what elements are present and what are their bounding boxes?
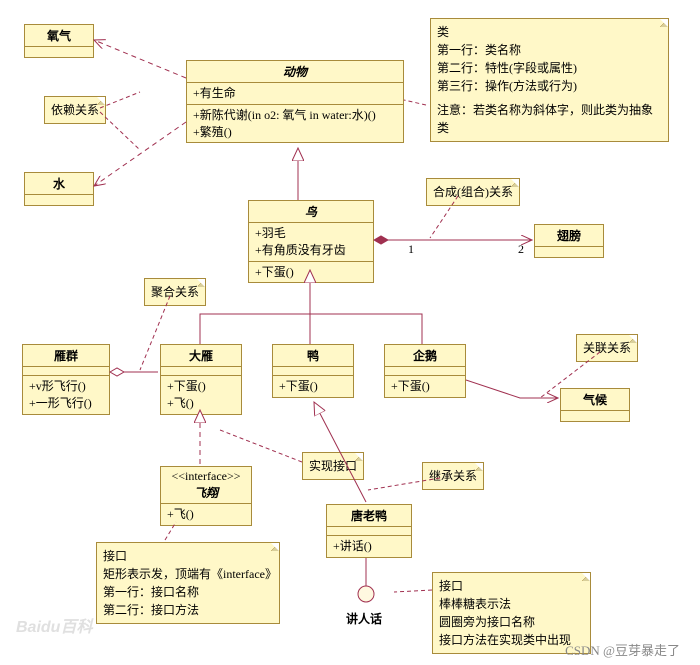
class-title: 雁群	[23, 345, 109, 367]
class-title: 水	[25, 173, 93, 195]
class-oxygen: 氧气	[24, 24, 94, 58]
class-op: +新陈代谢(in o2: 氧气 in water:水)()	[193, 107, 397, 124]
class-title: 大雁	[161, 345, 241, 367]
class-title: 鸟	[249, 201, 373, 223]
class-title: 鸭	[273, 345, 353, 367]
class-attr: +有生命	[187, 83, 403, 105]
note-class-legend: 类 第一行：类名称 第二行：特性(字段或属性) 第三行：操作(方法或行为) 注意…	[430, 18, 669, 142]
class-op: +v形飞行()	[29, 378, 103, 395]
note-line: 第一行：类名称	[437, 41, 662, 59]
class-title: 动物	[187, 61, 403, 83]
footer: CSDN @豆芽暴走了	[565, 640, 680, 659]
class-op: +下蛋()	[249, 262, 373, 283]
note-realize: 实现接口	[302, 452, 364, 480]
class-op: +讲话()	[327, 536, 411, 557]
class-goose: 大雁 +下蛋() +飞()	[160, 344, 242, 415]
class-flock: 雁群 +v形飞行() +一形飞行()	[22, 344, 110, 415]
note-association: 关联关系	[576, 334, 638, 362]
class-op: +一形飞行()	[29, 395, 103, 412]
note-line: 接口方法在实现类中出现	[439, 631, 584, 649]
class-wing: 翅膀	[534, 224, 604, 258]
class-climate: 气候	[560, 388, 630, 422]
class-op: +飞()	[161, 504, 251, 525]
note-line: 接口	[439, 577, 584, 595]
class-op: +下蛋()	[167, 378, 235, 395]
multiplicity-1: 1	[408, 242, 414, 257]
note-dependency: 依赖关系	[44, 96, 106, 124]
class-title: 企鹅	[385, 345, 465, 367]
note-line: 第二行：特性(字段或属性)	[437, 59, 662, 77]
multiplicity-2: 2	[518, 242, 524, 257]
class-bird: 鸟 +羽毛 +有角质没有牙齿 +下蛋()	[248, 200, 374, 283]
interface-fly: <<interface>> 飞翔 +飞()	[160, 466, 252, 526]
class-penguin: 企鹅 +下蛋()	[384, 344, 466, 398]
note-line: 棒棒糖表示法	[439, 595, 584, 613]
note-composition: 合成(组合)关系	[426, 178, 520, 206]
note-interface-rect: 接口 矩形表示发，顶端有《interface》 第一行：接口名称 第二行：接口方…	[96, 542, 280, 624]
note-line: 第三行：操作(方法或行为)	[437, 77, 662, 95]
note-line: 第一行：接口名称	[103, 583, 273, 601]
class-duck: 鸭 +下蛋()	[272, 344, 354, 398]
stereotype: <<interface>>	[169, 469, 243, 484]
class-title: 翅膀	[535, 225, 603, 247]
note-line: 圆圈旁为接口名称	[439, 613, 584, 631]
note-inherit: 继承关系	[422, 462, 484, 490]
note-line: 第二行：接口方法	[103, 601, 273, 619]
class-title: 唐老鸭	[327, 505, 411, 527]
class-op: +飞()	[167, 395, 235, 412]
class-title: 飞翔	[169, 484, 243, 501]
note-aggregation: 聚合关系	[144, 278, 206, 306]
class-water: 水	[24, 172, 94, 206]
class-title: 氧气	[25, 25, 93, 47]
class-attr: +有角质没有牙齿	[255, 242, 367, 259]
class-op: +繁殖()	[193, 124, 397, 141]
class-animal: 动物 +有生命 +新陈代谢(in o2: 氧气 in water:水)() +繁…	[186, 60, 404, 143]
note-line: 注意：若类名称为斜体字，则此类为抽象类	[437, 101, 662, 137]
class-title: 气候	[561, 389, 629, 411]
class-donald: 唐老鸭 +讲话()	[326, 504, 412, 558]
note-line: 类	[437, 23, 662, 41]
watermark: Baidu百科	[16, 613, 92, 637]
class-attr: +羽毛	[255, 225, 367, 242]
class-op: +下蛋()	[385, 376, 465, 397]
note-line: 接口	[103, 547, 273, 565]
class-op: +下蛋()	[273, 376, 353, 397]
lollipop-label: 讲人话	[346, 610, 382, 627]
note-line: 矩形表示发，顶端有《interface》	[103, 565, 273, 583]
